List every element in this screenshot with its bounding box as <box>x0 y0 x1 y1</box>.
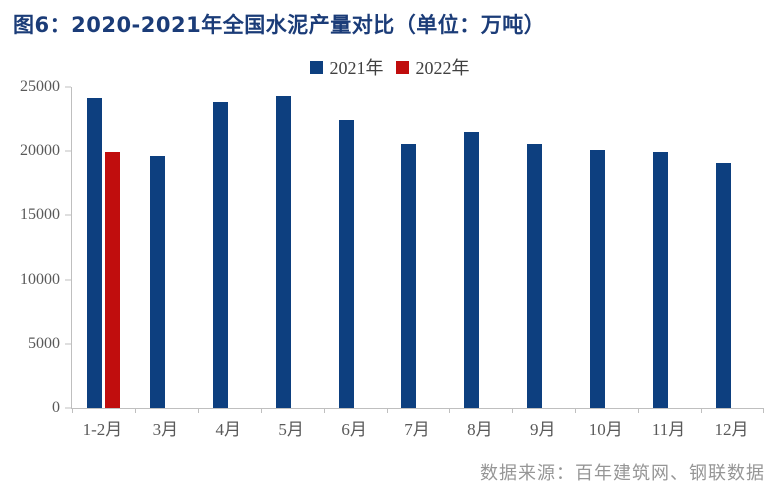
legend-label-2022: 2022年 <box>415 58 470 78</box>
bar-2021年-9月 <box>527 144 543 408</box>
x-axis-label-7月: 7月 <box>404 420 430 439</box>
bar-2021年-10月 <box>590 149 606 408</box>
bar-group-6月 <box>324 87 387 408</box>
y-tick-mark <box>65 150 71 152</box>
bar-group-8月 <box>449 87 512 408</box>
x-axis-label-1-2月: 1-2月 <box>82 420 123 439</box>
legend-item-2022: 2022年 <box>395 54 470 80</box>
y-tick-label: 10000 <box>20 270 60 288</box>
bar-2021年-12月 <box>716 163 732 408</box>
bar-2021年-1-2月 <box>86 97 102 408</box>
x-tick-mark <box>197 408 199 413</box>
x-tick-mark <box>449 408 451 413</box>
y-tick-label: 0 <box>52 399 60 416</box>
chart-title: 图6：2020-2021年全国水泥产量对比（单位：万吨） <box>13 13 546 37</box>
bar-group-12月 <box>701 87 764 408</box>
x-tick-mark <box>260 408 262 413</box>
legend-item-2021: 2021年 <box>309 54 384 80</box>
y-tick-label: 20000 <box>20 142 60 160</box>
y-tick-mark <box>65 343 71 345</box>
bar-group-3月 <box>135 87 198 408</box>
bar-group-5月 <box>261 87 324 408</box>
y-tick-mark <box>65 214 71 216</box>
y-tick-mark <box>65 407 71 409</box>
y-tick-mark <box>65 86 71 88</box>
legend-swatch-2021-icon <box>309 60 323 74</box>
source-note: 数据来源：百年建筑网、钢联数据 <box>480 463 765 483</box>
y-tick-label: 25000 <box>20 78 60 95</box>
bar-2021年-8月 <box>464 132 480 408</box>
x-tick-mark <box>575 408 577 413</box>
bar-2021年-6月 <box>338 120 354 408</box>
x-axis-label-9月: 9月 <box>530 420 556 439</box>
y-tick-label: 5000 <box>28 334 60 352</box>
x-axis-label-3月: 3月 <box>152 420 179 439</box>
x-axis-label-5月: 5月 <box>278 420 304 439</box>
x-axis-label-10月: 10月 <box>588 420 623 439</box>
legend-label-2021: 2021年 <box>329 58 384 78</box>
y-tick-label: 15000 <box>20 206 60 224</box>
x-tick-mark <box>763 408 764 413</box>
bar-2021年-7月 <box>401 143 417 408</box>
bar-group-10月 <box>575 87 638 408</box>
legend-swatch-2022-icon <box>395 60 409 74</box>
bar-group-7月 <box>387 87 450 408</box>
bar-group-9月 <box>512 87 575 408</box>
bar-2022年-1-2月 <box>104 152 120 408</box>
bar-2021年-3月 <box>149 155 165 408</box>
bar-2021年-4月 <box>212 101 228 408</box>
bar-2021年-11月 <box>653 151 669 408</box>
bar-group-1-2月 <box>72 87 135 408</box>
x-tick-mark <box>72 408 73 413</box>
x-tick-mark <box>323 408 325 413</box>
x-tick-mark <box>701 408 703 413</box>
bar-group-11月 <box>638 87 701 408</box>
x-axis-label-6月: 6月 <box>341 420 367 439</box>
plot-area: 0 5000 10000 15000 20000 25000 <box>20 78 764 416</box>
bar-2021年-5月 <box>275 96 291 408</box>
x-tick-mark <box>512 408 514 413</box>
x-tick-mark <box>638 408 640 413</box>
y-tick-mark <box>65 279 71 281</box>
x-tick-mark <box>386 408 388 413</box>
x-axis-label-4月: 4月 <box>215 420 242 439</box>
x-tick-mark <box>134 408 136 413</box>
chart-legend: 2021年 2022年 <box>0 54 779 80</box>
bars-row <box>72 87 764 408</box>
x-axis-label-11月: 11月 <box>651 420 686 439</box>
x-axis-label-12月: 12月 <box>714 420 749 439</box>
x-axis-label-8月: 8月 <box>467 420 493 439</box>
x-axis-labels: 1-2月 3月 4月 5月 6月 7月 8月 9月 10月 11月 12月 <box>71 415 763 440</box>
bar-group-4月 <box>198 87 261 408</box>
